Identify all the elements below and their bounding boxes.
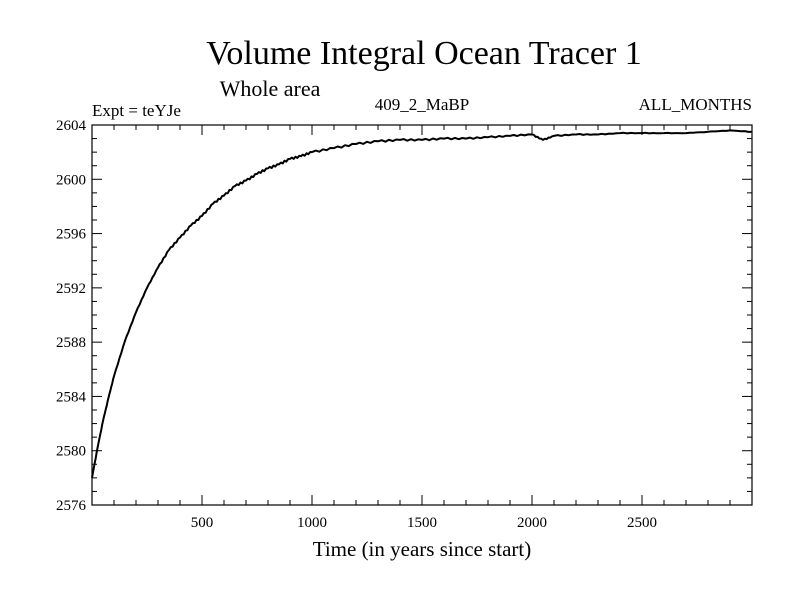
y-tick-label: 2600 (56, 172, 86, 188)
y-tick-label: 2584 (56, 389, 87, 405)
axis-ticks (92, 125, 752, 505)
x-tick-label: 1500 (407, 515, 437, 531)
y-tick-label: 2580 (56, 444, 86, 460)
x-tick-labels: 500 1000 1500 2000 2500 (191, 515, 657, 531)
tracer-series-line (91, 129, 753, 479)
x-tick-label: 2000 (517, 515, 547, 531)
experiment-label: Expt = teYJe (92, 101, 181, 120)
chart-subtitle: Whole area (220, 76, 321, 101)
months-label: ALL_MONTHS (639, 95, 752, 114)
y-tick-label: 2604 (56, 118, 87, 134)
plot-frame (91, 124, 753, 506)
x-axis-label: Time (in years since start) (313, 537, 532, 561)
y-tick-label: 2596 (56, 227, 87, 243)
y-tick-labels: 2576 2580 2584 2588 2592 2596 2600 2604 (56, 118, 87, 514)
period-label: 409_2_MaBP (375, 95, 469, 114)
chart-title: Volume Integral Ocean Tracer 1 (206, 35, 642, 72)
y-tick-label: 2588 (56, 335, 86, 351)
y-tick-label: 2576 (56, 498, 87, 514)
x-tick-label: 1000 (297, 515, 327, 531)
y-tick-label: 2592 (56, 281, 86, 297)
x-tick-label: 2500 (627, 515, 657, 531)
x-tick-label: 500 (191, 515, 214, 531)
